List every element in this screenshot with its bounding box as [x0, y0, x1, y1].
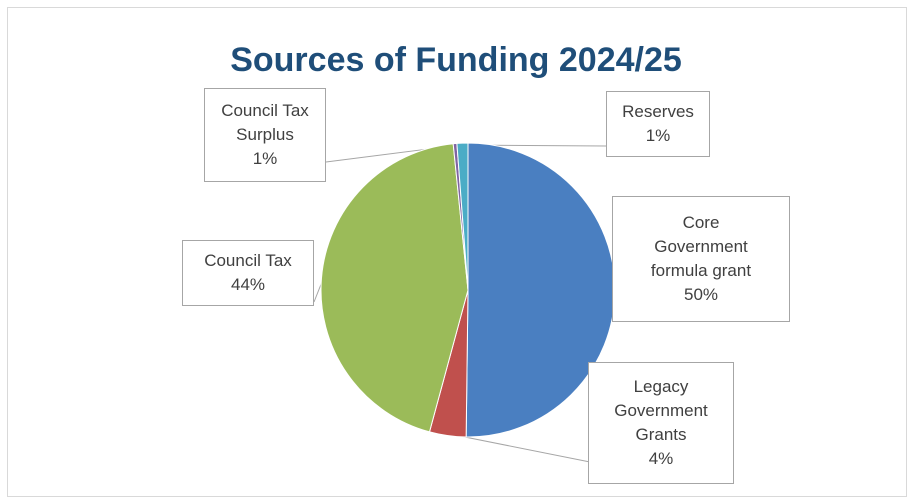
data-label-text: formula grant [650, 261, 752, 280]
leader-line [447, 433, 591, 463]
data-label-text: 1% [645, 126, 671, 145]
data-label-council-tax-surplus: Council Tax Surplus 1% [204, 88, 326, 182]
data-label-legacy-government-grants: Legacy Government Grants 4% [588, 362, 734, 484]
data-label-text: Government [654, 237, 748, 256]
pie-slice-council-tax [320, 143, 469, 433]
data-label-text: Core [682, 213, 720, 232]
data-label-text: Legacy [633, 377, 689, 396]
pie-slice-reserves [456, 142, 469, 291]
data-label-text: Government [614, 401, 708, 420]
data-label-council-tax: Council Tax 44% [182, 240, 314, 306]
data-label-core-government-formula-grant: Core Government formula grant 50% [612, 196, 790, 322]
data-label-text: 4% [648, 449, 674, 468]
data-label-text: 50% [683, 285, 719, 304]
data-label-text: 1% [252, 149, 278, 168]
pie-chart [313, 142, 616, 463]
data-label-text: Reserves [622, 102, 694, 121]
chart-area: Sources of Funding 2024/25 Core Governmen… [7, 7, 907, 497]
pie-slices [320, 142, 616, 438]
data-label-text: 44% [230, 275, 266, 294]
data-label-text: Council Tax [221, 101, 309, 120]
chart-title: Sources of Funding 2024/25 [230, 41, 682, 79]
data-label-text: Surplus [236, 125, 294, 144]
data-label-text: Council Tax [204, 251, 292, 270]
data-label-reserves: Reserves 1% [606, 91, 710, 157]
data-label-text: Grants [635, 425, 687, 444]
